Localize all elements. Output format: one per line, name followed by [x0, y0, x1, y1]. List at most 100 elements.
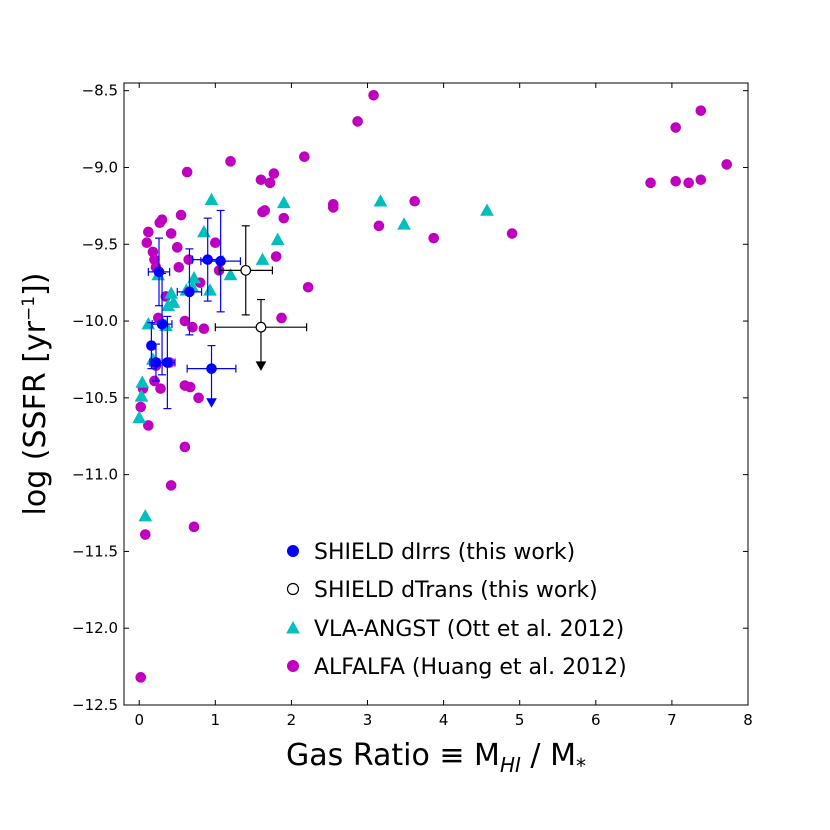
alfalfa-point — [140, 529, 151, 540]
alfalfa-point — [299, 151, 310, 163]
shield-dirrs-point — [162, 357, 173, 368]
vla-angst-point — [166, 295, 181, 308]
x-axis-title-prefix: Gas Ratio ≡ M — [286, 738, 500, 773]
vla-angst-point — [135, 375, 150, 388]
alfalfa-point — [270, 251, 282, 262]
alfalfa-point — [259, 205, 271, 216]
shield-dirrs-point — [202, 254, 214, 265]
x-tick-label: 5 — [515, 711, 525, 729]
vla-angst-point — [204, 192, 219, 206]
x-tick-label: 4 — [439, 711, 449, 729]
alfalfa-point — [276, 312, 287, 324]
vla-angst-point — [276, 195, 291, 209]
alfalfa-point — [198, 323, 210, 335]
vla-angst-point — [132, 410, 147, 424]
alfalfa-point — [255, 174, 267, 186]
alfalfa-point — [368, 89, 379, 101]
alfalfa-point — [181, 166, 193, 178]
y-axis-title-prefix: log (SSFR [yr — [18, 320, 53, 515]
y-tick-label: −8.5 — [82, 82, 118, 100]
vla-angst-point — [203, 283, 217, 296]
alfalfa-point — [184, 381, 196, 393]
alfalfa-point — [179, 441, 191, 453]
x-axis-title-mid: / M — [521, 738, 576, 773]
alfalfa-point — [188, 521, 200, 533]
x-tick-label: 3 — [363, 711, 373, 729]
alfalfa-point — [155, 383, 166, 394]
shield-dirrs-point — [146, 340, 157, 351]
legend-label-shield-dtrans: SHIELD dTrans (this work) — [314, 578, 598, 603]
alfalfa-point — [506, 228, 518, 239]
alfalfa-point — [695, 105, 707, 116]
shield-dirrs-point — [215, 255, 226, 267]
legend-label-shield-dirrs: SHIELD dIrrs (this work) — [314, 540, 575, 565]
x-tick-label: 8 — [743, 711, 753, 729]
y-tick-label: −12.0 — [72, 619, 118, 637]
x-axis-title: Gas Ratio ≡ MHI / M* — [286, 738, 586, 778]
alfalfa-point — [373, 220, 385, 232]
vla-angst-point — [373, 194, 388, 207]
legend-marker-shield-dtrans — [286, 582, 300, 596]
data-marks — [132, 89, 732, 683]
plot-frame — [123, 82, 749, 706]
alfalfa-point — [173, 261, 185, 273]
x-axis-title-sub2: * — [576, 754, 586, 778]
alfalfa-point — [175, 209, 187, 221]
alfalfa-point — [141, 237, 153, 249]
shield-dtrans-point — [240, 264, 252, 276]
alfalfa-point — [171, 242, 183, 253]
alfalfa-point — [187, 321, 198, 333]
y-tick-label: −9.0 — [82, 158, 118, 176]
alfalfa-point — [352, 116, 363, 127]
alfalfa-point — [165, 228, 177, 239]
y-tick-label: −11.5 — [72, 542, 118, 560]
vla-angst-point — [480, 203, 494, 216]
legend-marker-vla-angst — [286, 620, 300, 634]
legend: SHIELD dIrrs (this work) SHIELD dTrans (… — [286, 540, 627, 680]
alfalfa-point — [302, 281, 314, 293]
alfalfa-point — [683, 177, 694, 189]
alfalfa-point — [721, 159, 732, 170]
vla-angst-point — [138, 509, 153, 522]
x-axis-ticks: 0 1 2 3 4 5 6 7 8 — [134, 83, 753, 729]
alfalfa-point — [143, 226, 154, 238]
y-axis-ticks: −8.5 −9.0 −9.5 −10.0 −10.5 −11.0 −11.5 −12.0 −12… — [72, 82, 748, 714]
shield-dirrs-point — [184, 286, 195, 298]
alfalfa-point — [165, 480, 177, 491]
legend-marker-shield-dirrs — [287, 545, 299, 557]
alfalfa-point — [156, 214, 168, 225]
shield-dirrs-point-upper-limit-arrow — [206, 398, 217, 408]
y-axis-title-suffix: ]) — [18, 273, 53, 296]
x-tick-label: 6 — [591, 711, 601, 729]
y-tick-label: −10.0 — [72, 312, 118, 330]
alfalfa-point — [695, 174, 707, 186]
alfalfa-point — [327, 202, 339, 213]
alfalfa-point — [225, 156, 236, 167]
vla-angst-point — [197, 224, 211, 238]
alfalfa-point — [193, 392, 204, 404]
shield-dtrans-point-upper-limit-arrow — [255, 361, 267, 371]
alfalfa-point — [135, 401, 147, 413]
alfalfa-point — [210, 237, 221, 249]
shield-dirrs-point — [206, 363, 217, 374]
y-tick-label: −9.5 — [82, 235, 118, 253]
x-tick-label: 2 — [287, 711, 297, 729]
y-axis-title-sup: −1 — [19, 296, 39, 321]
legend-label-alfalfa: ALFALFA (Huang et al. 2012) — [314, 655, 627, 680]
y-axis-title: log (SSFR [yr−1]) — [18, 273, 53, 516]
alfalfa-point — [409, 195, 420, 207]
vla-angst-point — [134, 389, 149, 402]
alfalfa-point — [670, 122, 682, 133]
alfalfa-point — [428, 232, 440, 244]
alfalfa-point — [135, 672, 147, 683]
shield-dirrs-point — [153, 266, 165, 278]
vla-angst-point — [164, 286, 179, 299]
y-tick-label: −11.0 — [72, 466, 118, 484]
x-tick-label: 0 — [134, 711, 144, 729]
y-tick-label: −10.5 — [72, 389, 118, 407]
shield-dtrans-point — [255, 321, 267, 333]
x-axis-title-sub: HI — [500, 753, 521, 777]
vla-angst-point — [397, 217, 411, 230]
vla-angst-point — [270, 232, 285, 245]
